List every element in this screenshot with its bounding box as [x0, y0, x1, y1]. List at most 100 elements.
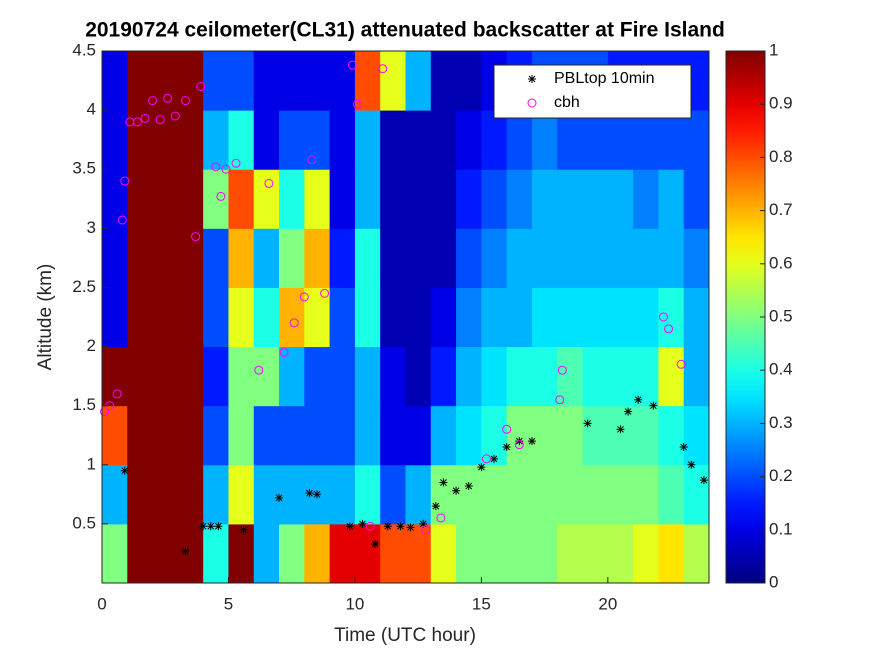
heatmap-cell: [456, 169, 482, 229]
pbl-point: [502, 443, 511, 452]
cbh-point: [347, 60, 357, 70]
heatmap-cell: [456, 405, 482, 466]
heatmap-cell: [329, 110, 356, 170]
heatmap-cell: [228, 228, 255, 288]
cbh-point: [148, 96, 158, 106]
heatmap-cell: [279, 51, 305, 111]
pbl-point: [396, 522, 405, 531]
cbh-point: [436, 513, 446, 523]
pbl-point: [649, 401, 658, 410]
colorbar-tick-label: 0.2: [769, 466, 793, 485]
heatmap-cell: [253, 405, 280, 466]
heatmap-cell: [557, 405, 584, 466]
heatmap-cell: [506, 464, 533, 525]
cbh-point: [163, 93, 173, 103]
pbl-point: [406, 523, 415, 532]
heatmap-cell: [152, 346, 179, 407]
pbl-point: [477, 463, 486, 472]
heatmap-cell: [203, 405, 229, 466]
heatmap-cell: [607, 405, 634, 466]
heatmap-cell: [203, 228, 229, 288]
cbh-point: [170, 111, 180, 121]
heatmap-cell: [481, 110, 508, 170]
cbh-point: [216, 191, 226, 201]
heatmap-cell: [380, 346, 406, 407]
heatmap-cell: [152, 405, 179, 466]
x-tick-label: 10: [345, 594, 364, 613]
heatmap-cell: [506, 228, 533, 288]
cbh-point: [221, 164, 231, 174]
heatmap-cell: [430, 110, 457, 170]
pbl-point: [452, 486, 461, 495]
heatmap-cell: [633, 169, 659, 229]
heatmap-cell: [531, 110, 558, 170]
pbl-point: [214, 522, 223, 531]
pbl-point: [431, 502, 440, 511]
heatmap-cell: [177, 287, 204, 348]
heatmap-cell: [203, 287, 229, 348]
cbh-point: [555, 395, 565, 405]
heatmap-cell: [405, 464, 432, 525]
legend-label: PBLtop 10min: [554, 70, 655, 87]
heatmap-cell: [531, 346, 558, 407]
heatmap-cell: [531, 405, 558, 466]
y-tick-label: 3: [87, 218, 96, 237]
heatmap-cell: [456, 228, 482, 288]
cbh-point: [307, 155, 317, 165]
heatmap-cell: [481, 464, 508, 525]
colorbar-tick-label: 0.5: [769, 306, 793, 325]
heatmap-cell: [633, 110, 659, 170]
heatmap-cell: [127, 464, 154, 525]
cbh-point: [365, 521, 375, 531]
heatmap-cell: [102, 228, 128, 288]
pbl-point: [527, 437, 536, 446]
heatmap-cell: [228, 523, 255, 584]
y-tick-label: 1: [87, 454, 96, 473]
y-tick-label: 0.5: [72, 513, 96, 532]
heatmap-cell: [380, 405, 406, 466]
heatmap-cell: [102, 51, 128, 111]
heatmap-cell: [430, 405, 457, 466]
heatmap-cell: [658, 464, 685, 525]
heatmap-cell: [430, 523, 457, 584]
x-axis-label: Time (UTC hour): [334, 625, 476, 646]
pbl-point: [312, 490, 321, 499]
heatmap-cell: [633, 523, 659, 584]
heatmap-cell: [582, 523, 609, 584]
heatmap-cell: [203, 523, 229, 584]
heatmap-cell: [279, 287, 305, 348]
pbl-point: [206, 522, 215, 531]
heatmap-cell: [405, 110, 432, 170]
pbl-point: [239, 525, 248, 534]
heatmap-cell: [177, 464, 204, 525]
heatmap-cell: [633, 287, 659, 348]
heatmap-cell: [481, 346, 508, 407]
cbh-point: [140, 113, 150, 123]
cbh-point: [100, 407, 110, 417]
heatmap-cell: [582, 169, 609, 229]
cbh-point: [211, 162, 221, 172]
heatmap-cell: [557, 464, 584, 525]
heatmap-cell: [582, 405, 609, 466]
heatmap-cell: [430, 169, 457, 229]
cbh-point: [117, 215, 127, 225]
heatmap-cell: [633, 346, 659, 407]
x-tick-label: 0: [97, 594, 106, 613]
heatmap-cell: [304, 523, 331, 584]
heatmap-cell: [177, 110, 204, 170]
cbh-point: [231, 158, 241, 168]
pbl-point: [181, 547, 190, 556]
heatmap-cell: [354, 110, 381, 170]
heatmap-cell: [329, 405, 356, 466]
heatmap-cell: [683, 228, 710, 288]
heatmap-cell: [607, 110, 634, 170]
heatmap-cell: [557, 523, 584, 584]
pbl-point: [464, 482, 473, 491]
heatmap-cell: [102, 169, 128, 229]
colorbar-tick-label: 0.7: [769, 200, 793, 219]
colorbar: [725, 50, 766, 584]
heatmap-cell: [582, 110, 609, 170]
colorbar-tick-label: 0: [769, 572, 778, 591]
heatmap-cell: [329, 169, 356, 229]
heatmap-cell: [405, 287, 432, 348]
